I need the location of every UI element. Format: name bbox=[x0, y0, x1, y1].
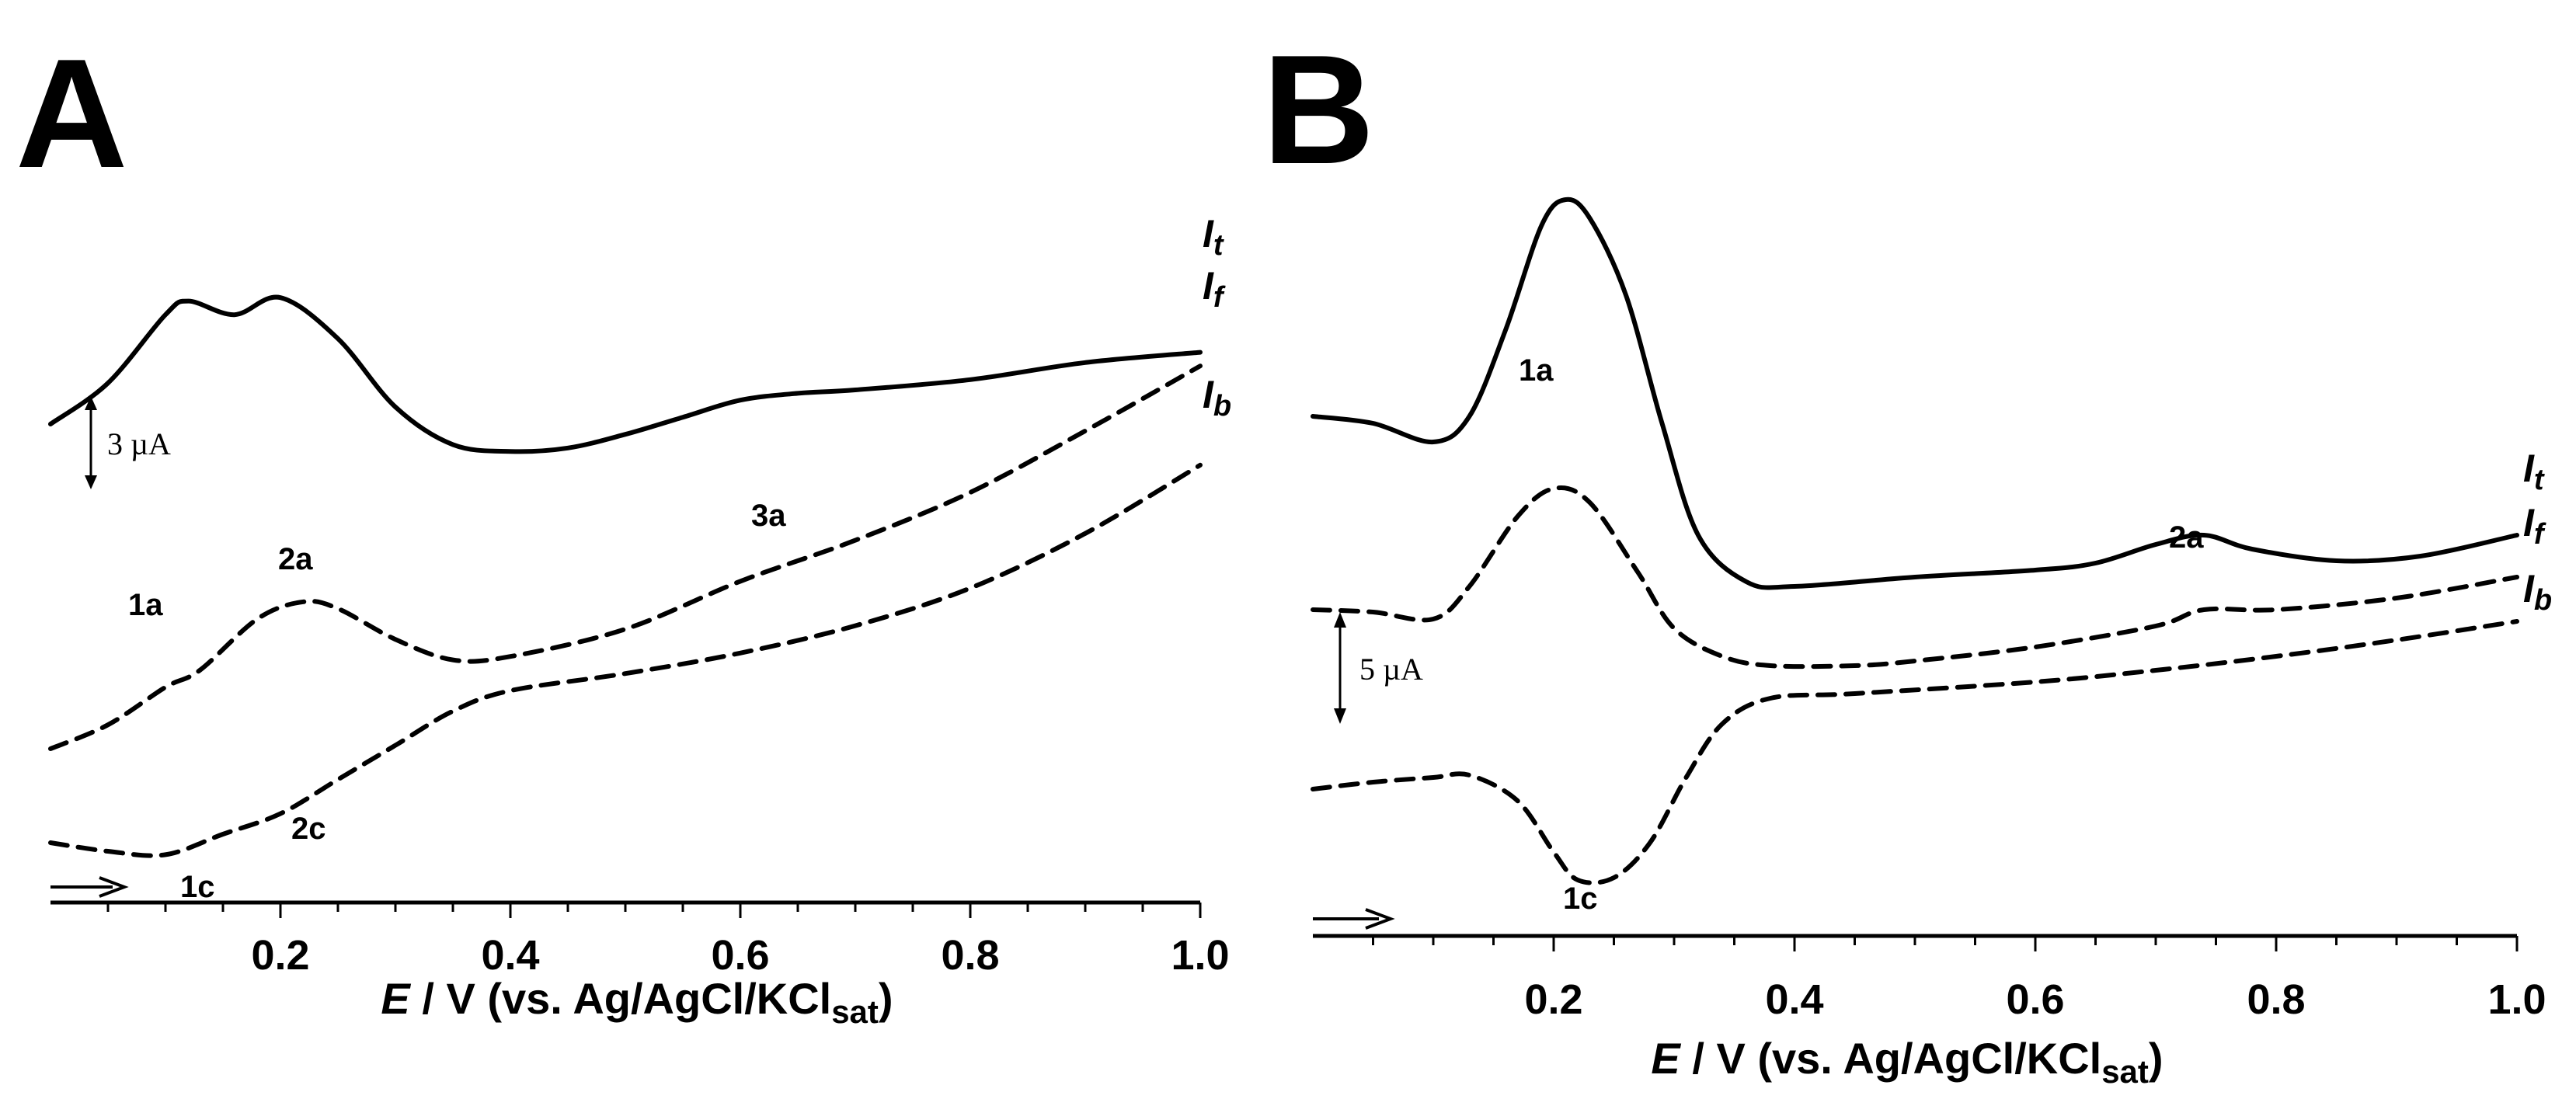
x-tick-label-b: 0.8 bbox=[2247, 976, 2305, 1023]
x-tick-label-b: 1.0 bbox=[2487, 976, 2546, 1023]
x-axis-a: 0.2 0.4 0.6 0.8 1.0 bbox=[50, 900, 1230, 979]
peak-label-1c-b: 1c bbox=[1563, 882, 1598, 916]
x-tick-label-a: 0.8 bbox=[941, 932, 999, 979]
series-label-it-a: It bbox=[1203, 212, 1224, 262]
x-axis-title-b: E / V (vs. Ag/AgCl/KClsat) bbox=[1651, 1034, 2163, 1090]
peak-label-1c-a: 1c bbox=[180, 870, 215, 904]
series-label-if-b: If bbox=[2523, 501, 2546, 551]
x-tick-label-a: 1.0 bbox=[1171, 932, 1229, 979]
series-group-b bbox=[1311, 197, 2519, 885]
scale-bar-a: 3 µA bbox=[85, 396, 171, 489]
series-line-if-b bbox=[1311, 485, 2519, 670]
series-line-if-a bbox=[48, 363, 1203, 751]
series-label-it-b: It bbox=[2523, 447, 2545, 496]
x-tick-label-a: 0.6 bbox=[711, 932, 769, 979]
peak-label-3a-a: 3a bbox=[751, 499, 786, 533]
series-label-if-a: If bbox=[1203, 264, 1226, 314]
scan-direction-arrow-a bbox=[50, 876, 129, 898]
series-line-ib-b bbox=[1311, 619, 2519, 885]
series-group-a bbox=[48, 294, 1203, 858]
x-tick-label-a: 0.2 bbox=[251, 932, 309, 979]
peak-label-2a-a: 2a bbox=[278, 542, 313, 576]
peak-label-1a-a: 1a bbox=[128, 588, 163, 622]
scale-bar-b: 5 µA bbox=[1334, 612, 1423, 724]
series-label-ib-a: Ib bbox=[1203, 373, 1231, 423]
panel-a: A 3 µA 0.2 0.4 0.6 0.8 1.0 1a 2a 3a 1c 2c It… bbox=[16, 27, 1231, 1030]
x-axis-title-a: E / V (vs. Ag/AgCl/KClsat) bbox=[381, 974, 893, 1030]
peak-label-2a-b: 2a bbox=[2169, 520, 2204, 555]
peak-label-2c-a: 2c bbox=[291, 812, 326, 846]
x-axis-b: 0.2 0.4 0.6 0.8 1.0 bbox=[1313, 934, 2546, 1023]
peak-label-1a-b: 1a bbox=[1519, 353, 1554, 388]
x-tick-label-a: 0.4 bbox=[481, 932, 539, 979]
panel-label-a: A bbox=[16, 27, 127, 200]
series-line-it-b bbox=[1311, 197, 2519, 590]
series-line-it-a bbox=[48, 294, 1203, 454]
x-tick-label-b: 0.6 bbox=[2006, 976, 2064, 1023]
series-line-ib-a bbox=[48, 462, 1203, 858]
series-label-ib-b: Ib bbox=[2523, 567, 2552, 617]
scale-bar-label-a: 3 µA bbox=[107, 426, 171, 461]
scale-bar-label-b: 5 µA bbox=[1359, 652, 1423, 687]
x-tick-label-b: 0.2 bbox=[1524, 976, 1582, 1023]
panel-b: B 5 µA 0.2 0.4 0.6 0.8 1.0 1a 2a 1c It If Ib… bbox=[1262, 23, 2552, 1090]
scan-direction-arrow-b bbox=[1313, 908, 1395, 930]
x-tick-label-b: 0.4 bbox=[1765, 976, 1823, 1023]
panel-label-b: B bbox=[1262, 23, 1374, 197]
